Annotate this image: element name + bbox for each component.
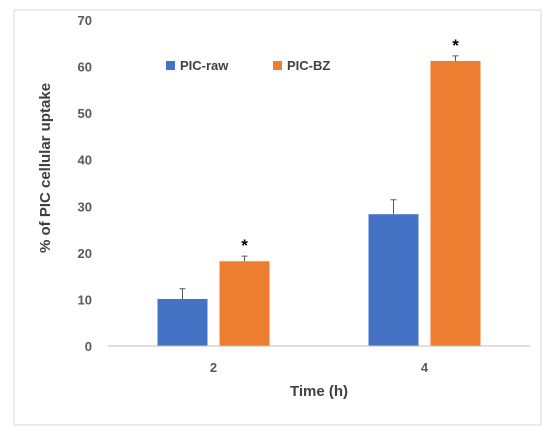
- y-axis-title: % of PIC cellular uptake: [37, 83, 54, 253]
- significance-star: *: [241, 236, 248, 255]
- y-tick-label: 40: [78, 153, 92, 168]
- y-tick-label: 60: [78, 60, 92, 75]
- x-axis-title: Time (h): [290, 383, 348, 400]
- y-tick-label: 0: [85, 339, 92, 354]
- legend-swatch: [166, 61, 175, 70]
- x-tick-label: 2: [210, 360, 217, 375]
- y-tick-label: 30: [78, 199, 92, 214]
- bar-pic-bz-4: [430, 60, 481, 347]
- y-tick-label: 50: [78, 106, 92, 121]
- legend-swatch: [273, 61, 282, 70]
- bars: [157, 60, 481, 347]
- y-axis-ticks: 0 10 20 30 40 50 60 70: [78, 13, 92, 354]
- y-tick-label: 70: [78, 13, 92, 28]
- significance-markers: **: [241, 36, 459, 255]
- legend-label: PIC-raw: [180, 58, 229, 73]
- error-bars: [179, 55, 459, 299]
- y-tick-label: 20: [78, 246, 92, 261]
- significance-star: *: [452, 36, 459, 55]
- legend-label: PIC-BZ: [287, 58, 330, 73]
- bar-pic-raw-4: [368, 214, 419, 346]
- bar-pic-bz-2: [219, 261, 270, 346]
- y-tick-label: 10: [78, 292, 92, 307]
- x-tick-label: 4: [421, 360, 429, 375]
- bar-pic-raw-2: [157, 298, 208, 346]
- legend: PIC-raw PIC-BZ: [166, 58, 330, 73]
